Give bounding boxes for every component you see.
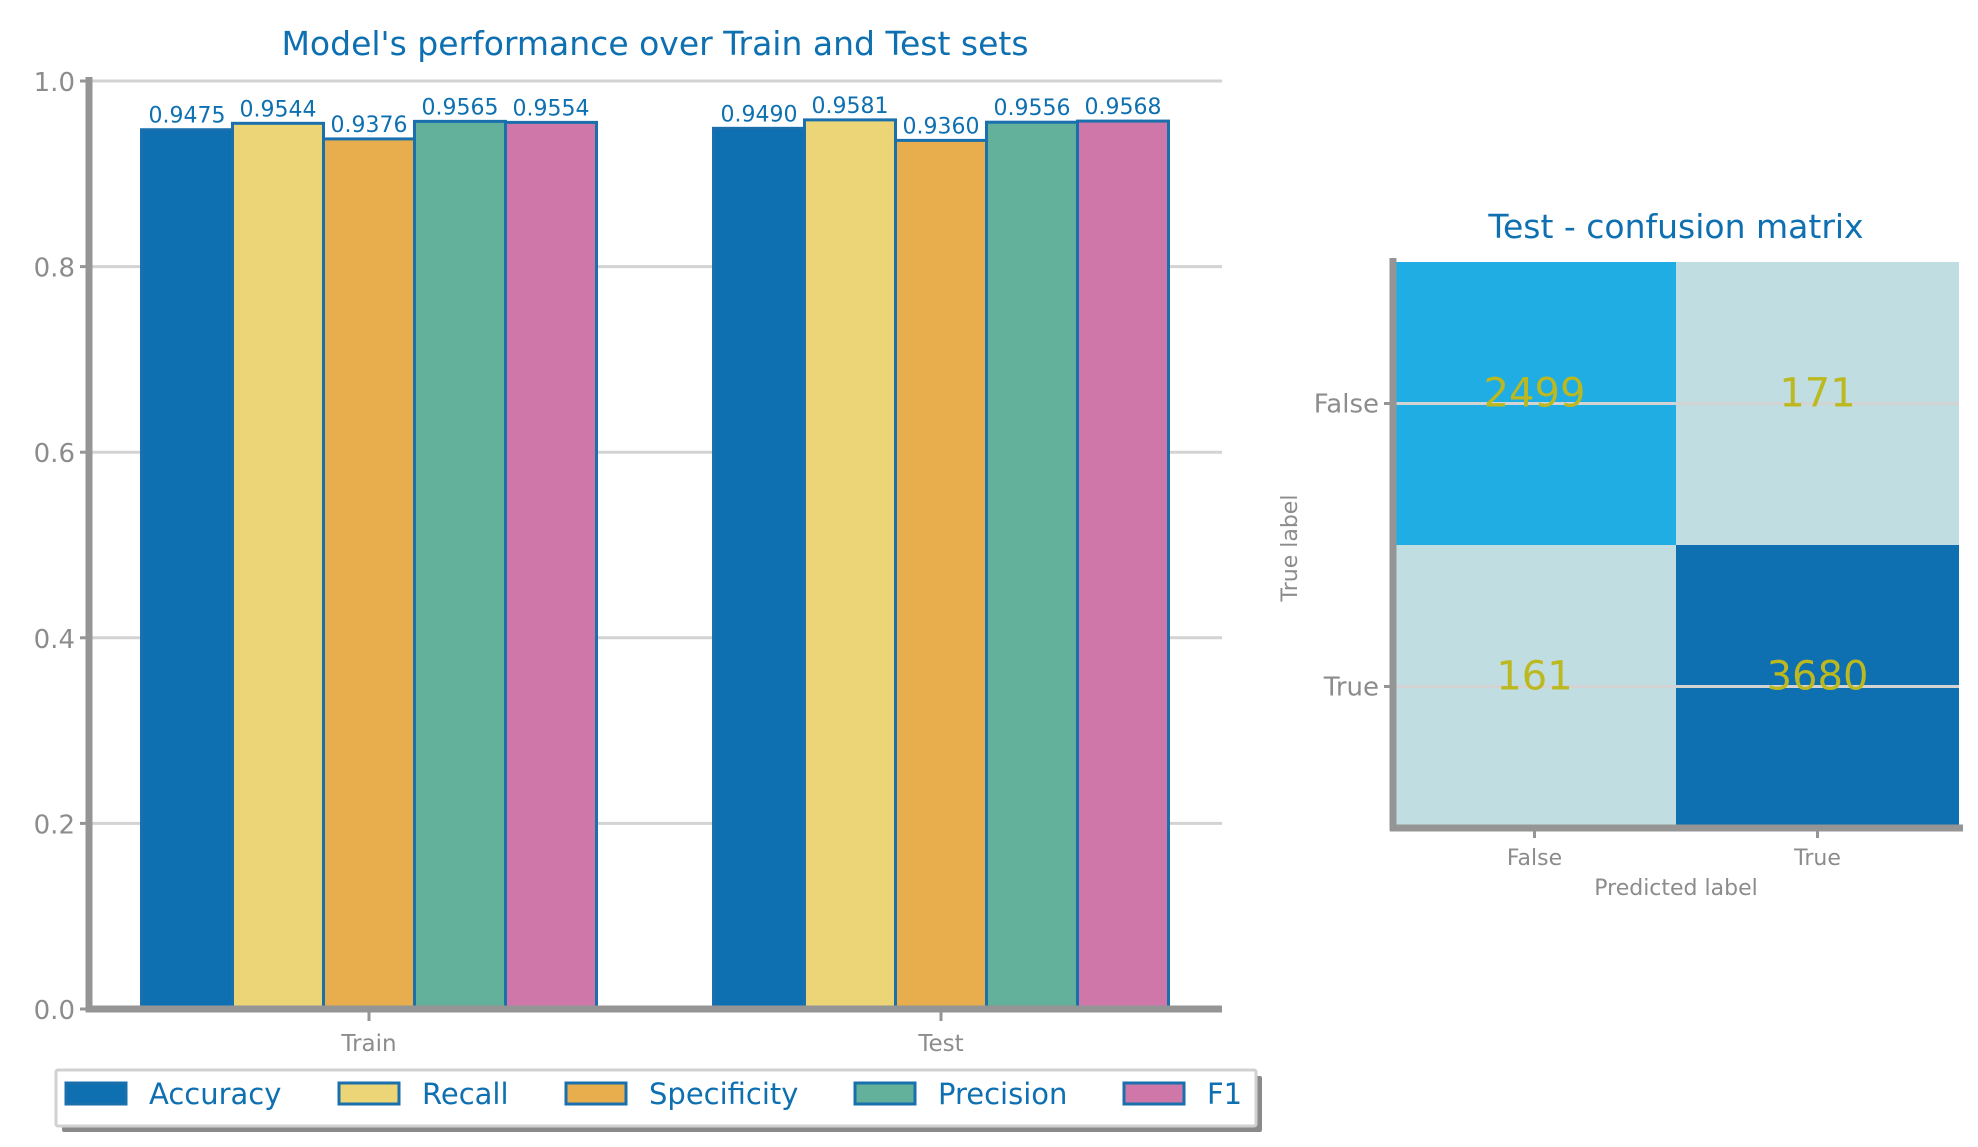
y-tick-label: 0.4 (34, 625, 75, 655)
legend-swatch (853, 1081, 917, 1106)
bar-value-label: 0.9554 (513, 96, 590, 121)
bar-value-label: 0.9475 (149, 104, 226, 129)
cm-ticks: False True False True (1314, 390, 1841, 872)
bar (803, 118, 897, 1011)
cm-cell-value: 161 (1496, 654, 1572, 700)
bar-value-label: 0.9556 (994, 96, 1071, 121)
bar-value-label: 0.9581 (812, 94, 889, 119)
legend-swatch (1122, 1081, 1186, 1106)
legend-swatch (564, 1081, 628, 1106)
bar-value-label: 0.9568 (1085, 95, 1162, 120)
legend-label: Recall (422, 1077, 509, 1111)
cm-gridlines (1393, 402, 1959, 688)
bar-series (140, 118, 1170, 1011)
cm-y-axis-label: True label (1278, 495, 1303, 603)
legend-items: Accuracy Recall Specificity Precision F1 (64, 1077, 1242, 1111)
y-tick-label: 0.2 (34, 810, 75, 840)
bar (712, 126, 806, 1011)
cm-cell-value: 3680 (1767, 654, 1869, 700)
cm-cells (1393, 262, 1959, 828)
bar-value-label: 0.9565 (422, 95, 499, 120)
bar (985, 120, 1079, 1011)
cm-cell-value: 2499 (1484, 371, 1586, 417)
cm-x-tick-label: True (1793, 846, 1841, 871)
bar-x-ticks: Train Test (340, 1012, 964, 1057)
bar (231, 121, 325, 1011)
legend-swatch (64, 1081, 128, 1106)
cm-x-axis-label: Predicted label (1594, 876, 1757, 901)
bar-value-label: 0.9544 (240, 97, 317, 122)
y-tick-label: 0.6 (34, 439, 75, 469)
cm-y-tick-label: True (1323, 673, 1379, 703)
bar (413, 119, 507, 1011)
legend-label: F1 (1207, 1077, 1242, 1111)
legend-label: Specificity (649, 1077, 798, 1111)
x-tick-label: Test (917, 1031, 963, 1057)
bar (504, 120, 598, 1011)
legend-swatch (337, 1081, 401, 1106)
cm-y-tick-label: False (1314, 390, 1379, 420)
cm-axes (1389, 258, 1963, 832)
cm-cell-value: 171 (1779, 371, 1855, 417)
cm-title: Test - confusion matrix (1487, 207, 1863, 246)
bar-y-ticks: 0.0 0.2 0.4 0.6 0.8 1.0 (34, 68, 89, 1026)
cm-x-tick-label: False (1507, 846, 1562, 871)
bar-chart-title: Model's performance over Train and Test … (281, 24, 1028, 63)
legend-label: Precision (938, 1077, 1067, 1111)
bar-value-label: 0.9376 (331, 113, 408, 138)
cm-cell-values: 2499 171 161 3680 (1484, 371, 1869, 700)
bar-value-labels: 0.9475 0.9490 0.9544 0.9581 0.9376 0.9360 0.95… (149, 94, 1162, 140)
bar (322, 137, 416, 1011)
y-tick-label: 0.0 (34, 996, 75, 1026)
bar-chart: 0.0 0.2 0.4 0.6 0.8 1.0 Train Test 0.9475 0.949… (34, 24, 1222, 1057)
confusion-matrix: False True False True 2499 171 161 3680 Test -… (1278, 207, 1963, 901)
y-tick-label: 0.8 (34, 254, 75, 284)
legend-label: Accuracy (149, 1077, 281, 1111)
bar-value-label: 0.9490 (721, 102, 798, 127)
bar (894, 138, 988, 1011)
bar-axes (85, 77, 1222, 1013)
bar-value-label: 0.9360 (903, 114, 980, 139)
x-tick-label: Train (340, 1031, 396, 1057)
y-tick-label: 1.0 (34, 68, 75, 98)
bar (1076, 119, 1170, 1011)
bar (140, 128, 234, 1011)
legend: Accuracy Recall Specificity Precision F1 (54, 1068, 1262, 1132)
